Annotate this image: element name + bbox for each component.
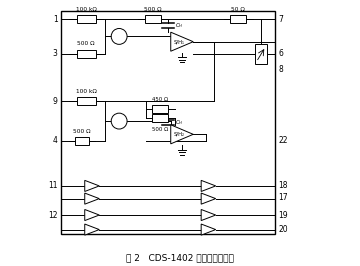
Text: 1: 1 <box>53 15 58 24</box>
Text: 19: 19 <box>278 210 288 219</box>
Text: $C_H$: $C_H$ <box>175 118 184 127</box>
Polygon shape <box>201 209 216 221</box>
Bar <box>255 44 266 64</box>
Text: 100 kΩ: 100 kΩ <box>76 89 96 94</box>
Bar <box>77 97 95 105</box>
Text: 7: 7 <box>278 15 283 24</box>
Circle shape <box>111 28 127 44</box>
Polygon shape <box>171 32 193 51</box>
Polygon shape <box>201 180 216 192</box>
Text: 500 Ω: 500 Ω <box>77 41 95 47</box>
Text: $C_H$: $C_H$ <box>175 21 184 30</box>
Text: 4: 4 <box>53 136 58 146</box>
Text: 50 Ω: 50 Ω <box>231 7 245 12</box>
Text: 3: 3 <box>53 49 58 58</box>
Polygon shape <box>85 209 99 221</box>
Polygon shape <box>85 193 99 204</box>
Polygon shape <box>85 224 99 235</box>
Text: 100 kΩ: 100 kΩ <box>76 7 96 12</box>
Text: 6: 6 <box>278 49 283 58</box>
Bar <box>144 15 161 23</box>
Polygon shape <box>85 180 99 192</box>
Bar <box>152 114 168 122</box>
Text: 450 Ω: 450 Ω <box>152 97 168 102</box>
Text: 17: 17 <box>278 193 288 202</box>
Text: S/H₂: S/H₂ <box>174 132 185 137</box>
Text: 18: 18 <box>278 181 288 190</box>
Text: 9: 9 <box>53 97 58 106</box>
Text: 500 Ω: 500 Ω <box>144 7 162 12</box>
Text: 500 Ω: 500 Ω <box>152 127 168 132</box>
Text: 11: 11 <box>48 181 58 190</box>
Bar <box>77 50 95 57</box>
Text: S/H₁: S/H₁ <box>174 39 185 44</box>
Text: 12: 12 <box>48 210 58 219</box>
Bar <box>230 15 246 23</box>
Circle shape <box>111 113 127 129</box>
Bar <box>152 105 168 113</box>
Bar <box>61 11 275 234</box>
Text: 图 2   CDS-1402 的功能原理框图: 图 2 CDS-1402 的功能原理框图 <box>126 253 234 262</box>
Text: 8: 8 <box>278 65 283 74</box>
Bar <box>75 137 89 145</box>
Bar <box>77 15 95 23</box>
Polygon shape <box>171 125 193 144</box>
Text: 22: 22 <box>278 136 288 146</box>
Polygon shape <box>201 224 216 235</box>
Text: 20: 20 <box>278 225 288 234</box>
Text: 500 Ω: 500 Ω <box>73 129 91 134</box>
Polygon shape <box>201 193 216 204</box>
